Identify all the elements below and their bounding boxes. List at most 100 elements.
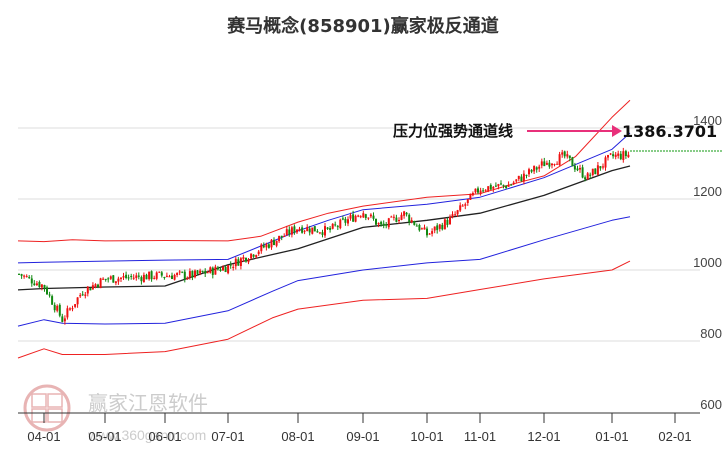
watermark-name: 赢家江恩软件 <box>88 391 208 415</box>
candle-body <box>211 267 214 275</box>
candle-body <box>428 233 431 235</box>
x-tick-label: 09-01 <box>346 429 379 444</box>
candle-body <box>362 213 365 218</box>
candle-body <box>206 272 209 274</box>
candle-body <box>525 174 528 176</box>
candle-body <box>604 157 607 168</box>
candle-body <box>201 270 204 272</box>
candle-body <box>622 151 625 160</box>
candle-body <box>150 271 153 280</box>
candle-body <box>224 266 227 272</box>
candle-body <box>163 277 166 278</box>
arrow-right-icon <box>612 125 622 137</box>
candle-body <box>405 212 408 215</box>
candle-body <box>173 275 176 280</box>
candle-body <box>339 219 342 229</box>
candle-body <box>517 175 520 180</box>
lower-outer-channel <box>17 260 631 359</box>
candle-body <box>158 271 161 273</box>
candle-body <box>298 228 301 231</box>
candle-body <box>484 190 487 192</box>
x-tick-label: 04-01 <box>27 429 60 444</box>
candle-body <box>334 224 337 226</box>
candle-body <box>533 165 536 172</box>
candle-body <box>290 227 293 235</box>
candle-body <box>502 184 505 186</box>
candle-body <box>589 174 592 176</box>
candle-body <box>318 232 321 234</box>
y-tick-label: 800 <box>700 326 722 341</box>
candle-body <box>359 216 362 218</box>
annotation-value: 1386.3701 <box>622 122 717 141</box>
candle-body <box>331 223 334 229</box>
candle-body <box>232 266 235 268</box>
candle-body <box>512 182 515 185</box>
candle-body <box>275 240 278 246</box>
candle-body <box>28 277 31 279</box>
annotation-label: 压力位强势通道线 <box>393 122 513 140</box>
candle-body <box>316 231 319 233</box>
resistance-annotation: 压力位强势通道线 1386.3701 <box>393 122 717 141</box>
candle-body <box>372 215 375 219</box>
candle-body <box>313 226 316 232</box>
candle-body <box>66 308 69 318</box>
candle-body <box>99 278 102 289</box>
candle-body <box>89 288 92 291</box>
candle-body <box>500 183 502 185</box>
candle-body <box>234 258 237 267</box>
x-tick-label: 02-01 <box>658 429 691 444</box>
candle-body <box>171 275 173 279</box>
candle-body <box>194 270 196 278</box>
candle-body <box>586 173 589 180</box>
candle-body <box>349 215 352 219</box>
candle-body <box>122 276 125 278</box>
candle-body <box>354 215 357 222</box>
candle-body <box>538 166 541 169</box>
candle-body <box>91 285 94 290</box>
candle-body <box>548 162 551 167</box>
candle-body <box>474 188 477 193</box>
candle-body <box>545 162 548 165</box>
watermark: 赢家江恩软件 www.360gann.com <box>23 384 208 443</box>
x-tick-label: 08-01 <box>281 429 314 444</box>
candle-body <box>104 278 107 280</box>
candle-body <box>410 220 413 223</box>
candle-body <box>153 277 156 279</box>
candle-body <box>380 221 383 225</box>
candle-body <box>165 275 168 277</box>
candle-body <box>204 270 207 274</box>
candle-body <box>43 285 46 289</box>
candle-body <box>596 165 599 175</box>
candle-body <box>257 251 260 255</box>
candle-body <box>255 255 258 258</box>
candle-body <box>441 224 444 230</box>
candle-body <box>280 235 283 238</box>
watermark-url: www.360gann.com <box>87 427 206 443</box>
candle-body <box>76 297 79 305</box>
candle-body <box>51 296 54 305</box>
candle-body <box>178 271 181 273</box>
candle-body <box>199 270 202 274</box>
candle-body <box>288 229 291 235</box>
candle-body <box>464 204 467 206</box>
channel-lines <box>17 99 631 359</box>
candle-body <box>214 266 217 275</box>
candle-body <box>487 186 490 192</box>
candle-body <box>117 278 120 282</box>
candle-body <box>433 226 436 231</box>
candle-body <box>375 218 377 225</box>
candle-body <box>446 219 449 225</box>
x-tick-label: 01-01 <box>595 429 628 444</box>
candle-body <box>507 184 510 187</box>
candle-body <box>209 267 212 273</box>
candle-body <box>392 216 395 218</box>
candle-body <box>530 169 533 172</box>
middle-line <box>17 165 631 291</box>
candle-body <box>357 215 360 217</box>
candle-body <box>308 228 311 233</box>
y-axis: 600 800 1000 1200 1400 <box>693 113 722 412</box>
candle-body <box>619 153 622 160</box>
candle-body <box>471 193 474 196</box>
candle-body <box>222 266 224 271</box>
candle-body <box>627 154 630 158</box>
